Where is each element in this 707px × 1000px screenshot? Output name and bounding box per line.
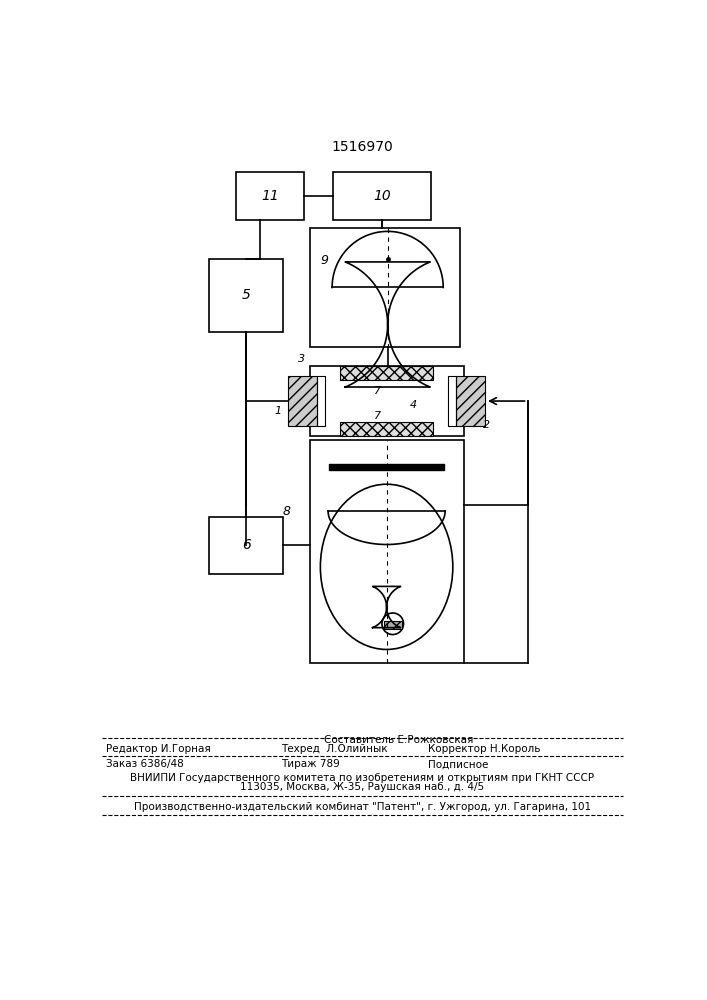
- Bar: [310, 366, 464, 436]
- Bar: [236, 172, 304, 220]
- Bar: [456, 376, 485, 426]
- Bar: [333, 172, 431, 220]
- Bar: [340, 422, 433, 436]
- Bar: [448, 376, 456, 426]
- Text: 6: 6: [242, 538, 250, 552]
- Text: Техред  Л.Олийнык: Техред Л.Олийнык: [281, 744, 387, 754]
- Bar: [209, 517, 283, 574]
- Text: 1: 1: [275, 406, 282, 416]
- Text: ВНИИПИ Государственного комитета по изобретениям и открытиям при ГКНТ СССР: ВНИИПИ Государственного комитета по изоб…: [130, 773, 595, 783]
- Text: 3: 3: [298, 354, 305, 364]
- Text: 2: 2: [483, 420, 490, 430]
- Text: Производственно-издательский комбинат "Патент", г. Ужгород, ул. Гагарина, 101: Производственно-издательский комбинат "П…: [134, 802, 591, 812]
- Text: 8: 8: [282, 505, 291, 518]
- Text: 113035, Москва, Ж-35, Раушская наб., д. 4/5: 113035, Москва, Ж-35, Раушская наб., д. …: [240, 782, 484, 792]
- Bar: [340, 366, 433, 380]
- Text: Подписное: Подписное: [428, 759, 488, 769]
- Text: 5: 5: [242, 288, 250, 302]
- Bar: [310, 440, 464, 663]
- Bar: [209, 259, 283, 332]
- Text: Редактор И.Горная: Редактор И.Горная: [107, 744, 211, 754]
- Text: Тираж 789: Тираж 789: [281, 759, 339, 769]
- Text: Заказ 6386/48: Заказ 6386/48: [107, 759, 185, 769]
- Text: 1516970: 1516970: [331, 140, 393, 154]
- Bar: [288, 376, 317, 426]
- Bar: [317, 376, 325, 426]
- Bar: [383, 621, 402, 629]
- Text: 7: 7: [374, 386, 381, 396]
- Text: Составитель Е.Рожковская: Составитель Е.Рожковская: [325, 735, 474, 745]
- Text: 7: 7: [374, 411, 381, 421]
- Bar: [310, 228, 460, 347]
- Text: 4: 4: [409, 400, 417, 410]
- Text: 11: 11: [262, 189, 279, 203]
- Text: 9: 9: [320, 254, 328, 267]
- Text: 10: 10: [373, 189, 391, 203]
- Text: Корректор Н.Король: Корректор Н.Король: [428, 744, 540, 754]
